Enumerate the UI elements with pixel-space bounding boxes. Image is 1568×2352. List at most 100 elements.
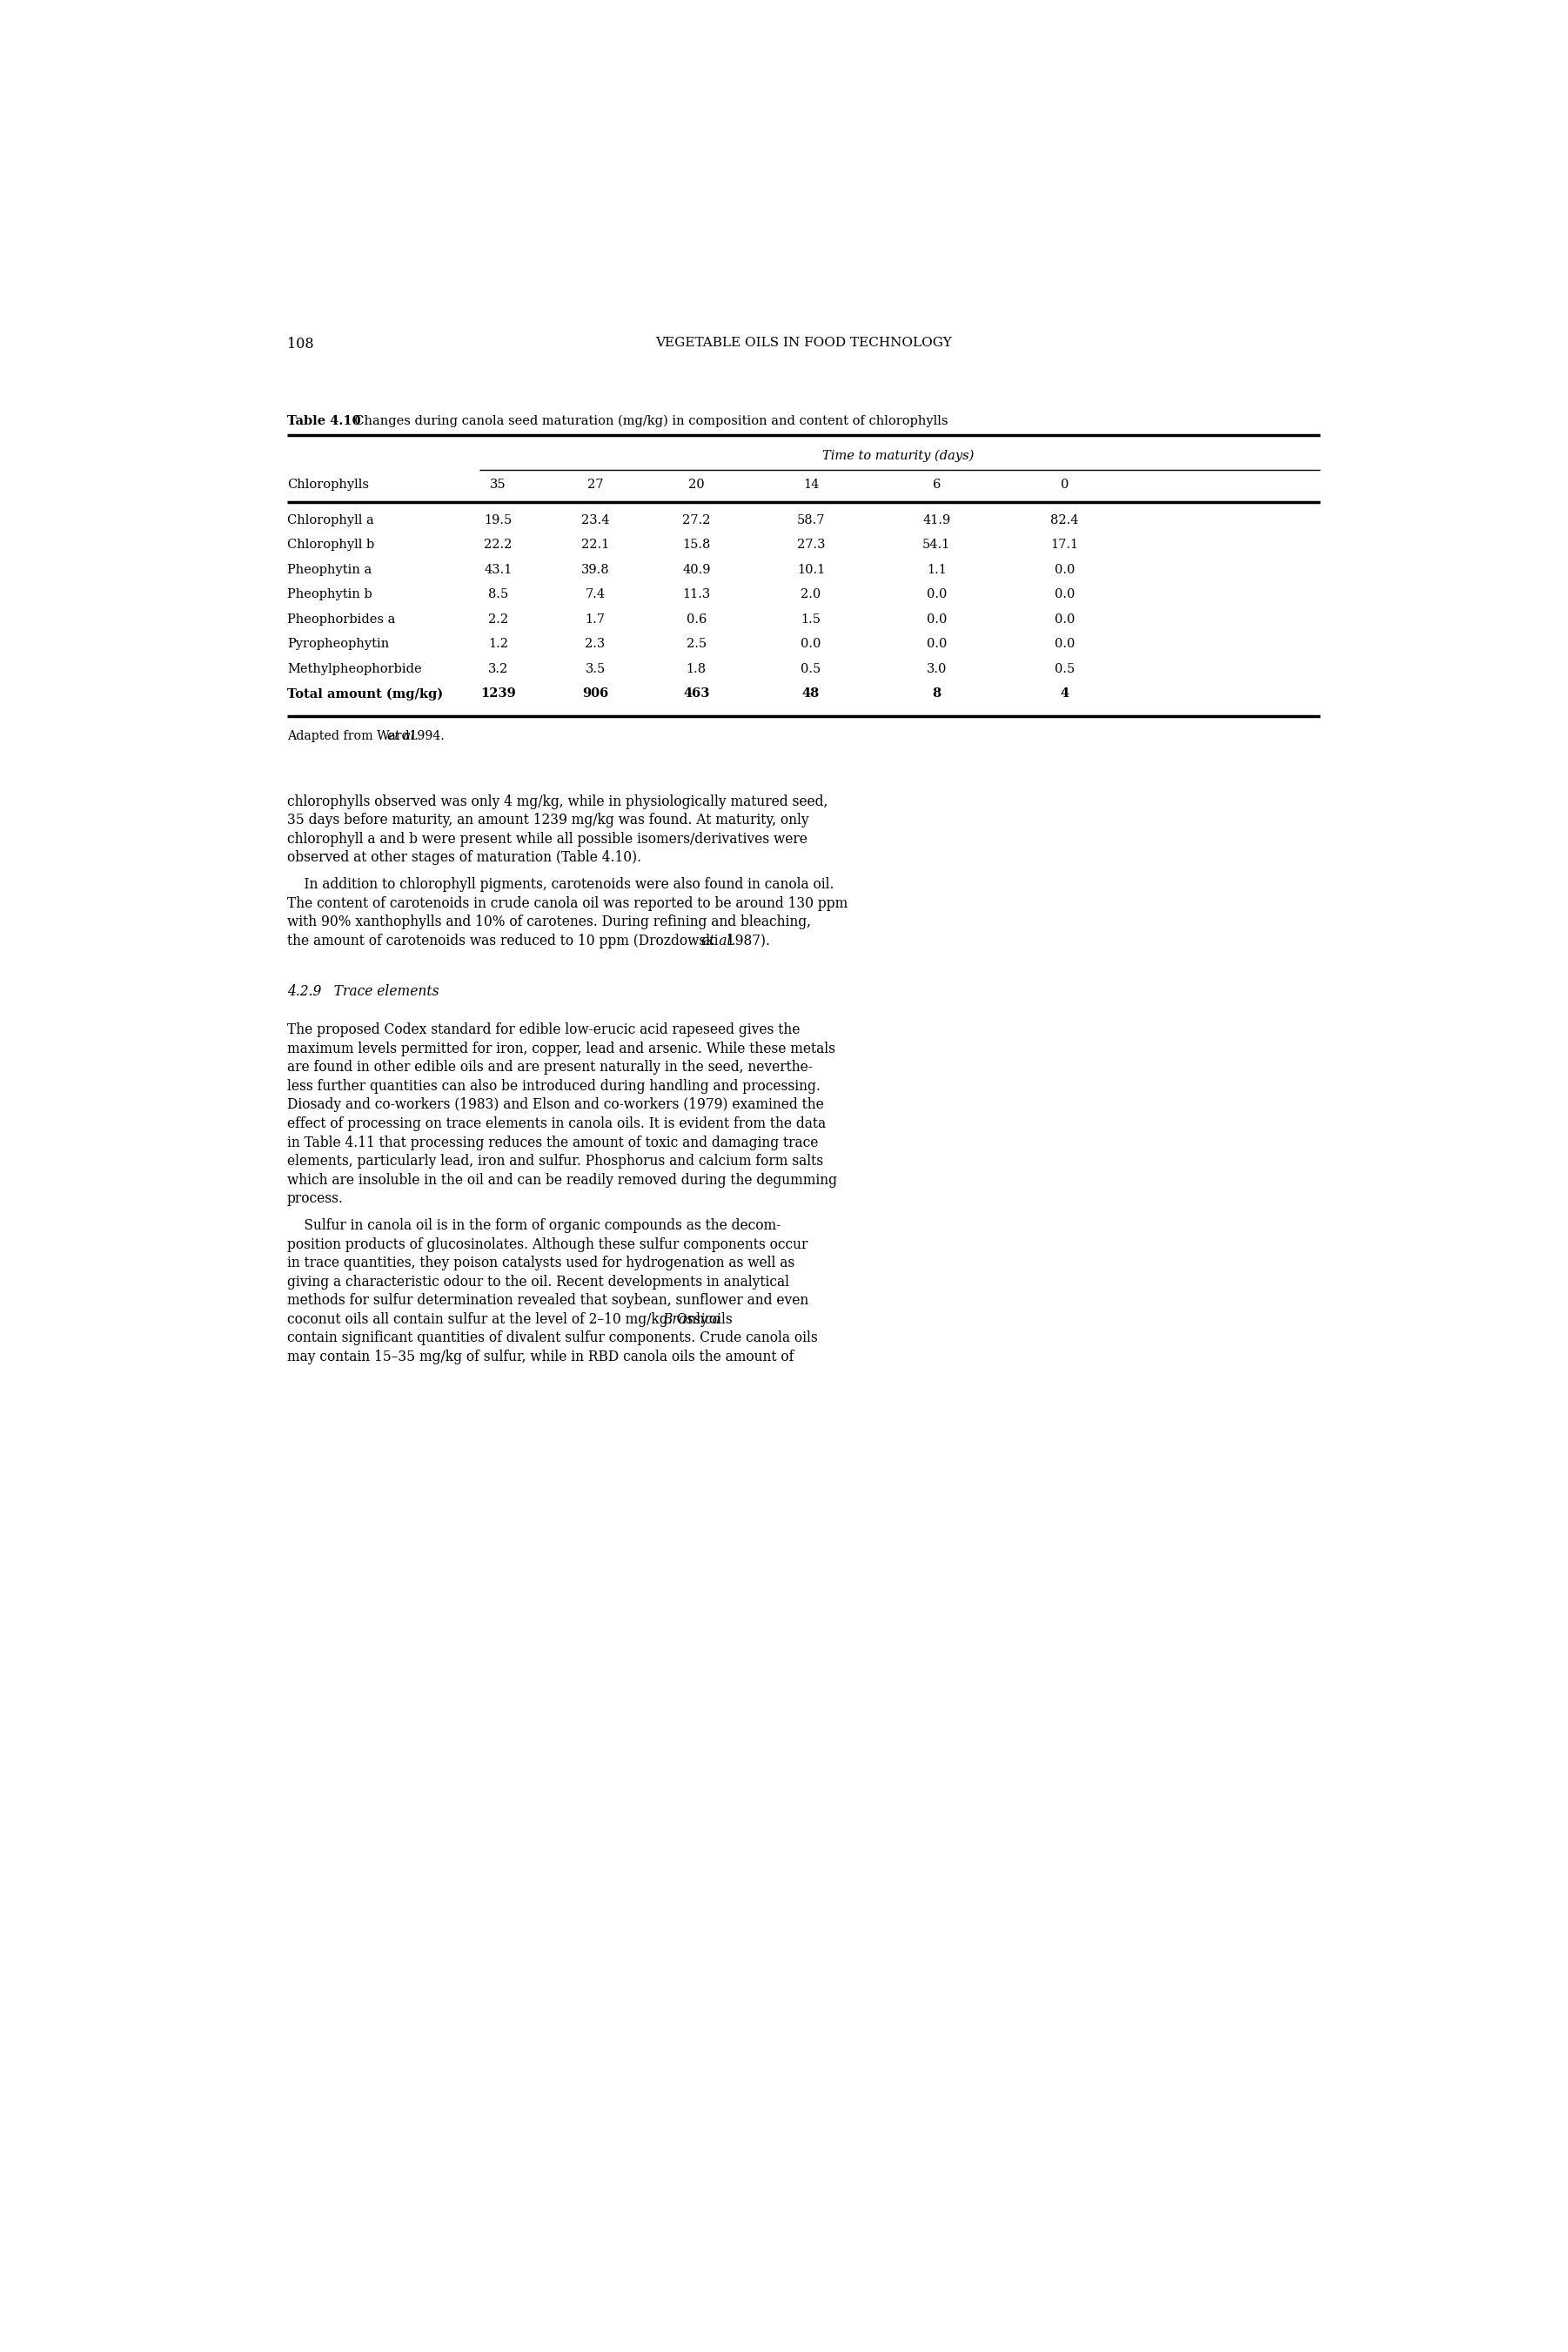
Text: 27.2: 27.2 xyxy=(682,515,710,527)
Text: 0.0: 0.0 xyxy=(927,614,947,626)
Text: 0.0: 0.0 xyxy=(1054,637,1074,649)
Text: Brassica: Brassica xyxy=(663,1312,721,1327)
Text: maximum levels permitted for iron, copper, lead and arsenic. While these metals: maximum levels permitted for iron, coppe… xyxy=(287,1042,836,1056)
Text: Trace elements: Trace elements xyxy=(321,983,439,1000)
Text: oils: oils xyxy=(706,1312,732,1327)
Text: 0.0: 0.0 xyxy=(927,588,947,600)
Text: 1.8: 1.8 xyxy=(687,663,707,675)
Text: 2.2: 2.2 xyxy=(488,614,508,626)
Text: 0.5: 0.5 xyxy=(801,663,822,675)
Text: Diosady and co-workers (1983) and Elson and co-workers (1979) examined the: Diosady and co-workers (1983) and Elson … xyxy=(287,1098,823,1112)
Text: 0.0: 0.0 xyxy=(801,637,822,649)
Text: 0.0: 0.0 xyxy=(1054,614,1074,626)
Text: in trace quantities, they poison catalysts used for hydrogenation as well as: in trace quantities, they poison catalys… xyxy=(287,1256,795,1270)
Text: 108: 108 xyxy=(287,336,314,353)
Text: Total amount (mg/kg): Total amount (mg/kg) xyxy=(287,687,442,701)
Text: 48: 48 xyxy=(803,687,820,701)
Text: 41.9: 41.9 xyxy=(922,515,950,527)
Text: 2.0: 2.0 xyxy=(801,588,822,600)
Text: 3.2: 3.2 xyxy=(488,663,508,675)
Text: 6: 6 xyxy=(933,477,941,492)
Text: giving a characteristic odour to the oil. Recent developments in analytical: giving a characteristic odour to the oil… xyxy=(287,1275,789,1289)
Text: 35: 35 xyxy=(491,477,506,492)
Text: 0.0: 0.0 xyxy=(1054,564,1074,576)
Text: which are insoluble in the oil and can be readily removed during the degumming: which are insoluble in the oil and can b… xyxy=(287,1174,837,1188)
Text: 1.5: 1.5 xyxy=(801,614,822,626)
Text: 54.1: 54.1 xyxy=(922,539,950,550)
Text: Chlorophylls: Chlorophylls xyxy=(287,477,368,492)
Text: less further quantities can also be introduced during handling and processing.: less further quantities can also be intr… xyxy=(287,1080,820,1094)
Text: 3.5: 3.5 xyxy=(585,663,605,675)
Text: 1.1: 1.1 xyxy=(927,564,947,576)
Text: 22.1: 22.1 xyxy=(582,539,610,550)
Text: process.: process. xyxy=(287,1192,343,1207)
Text: elements, particularly lead, iron and sulfur. Phosphorus and calcium form salts: elements, particularly lead, iron and su… xyxy=(287,1155,823,1169)
Text: may contain 15–35 mg/kg of sulfur, while in RBD canola oils the amount of: may contain 15–35 mg/kg of sulfur, while… xyxy=(287,1350,793,1364)
Text: 3.0: 3.0 xyxy=(927,663,947,675)
Text: 0.6: 0.6 xyxy=(687,614,707,626)
Text: 40.9: 40.9 xyxy=(682,564,710,576)
Text: et al.: et al. xyxy=(387,731,419,743)
Text: in Table 4.11 that processing reduces the amount of toxic and damaging trace: in Table 4.11 that processing reduces th… xyxy=(287,1136,818,1150)
Text: 8: 8 xyxy=(931,687,941,701)
Text: The content of carotenoids in crude canola oil was reported to be around 130 ppm: The content of carotenoids in crude cano… xyxy=(287,896,848,910)
Text: 10.1: 10.1 xyxy=(797,564,825,576)
Text: Sulfur in canola oil is in the form of organic compounds as the decom-: Sulfur in canola oil is in the form of o… xyxy=(287,1218,781,1232)
Text: 4: 4 xyxy=(1060,687,1069,701)
Text: 4.2.9: 4.2.9 xyxy=(287,983,321,1000)
Text: 82.4: 82.4 xyxy=(1051,515,1079,527)
Text: 17.1: 17.1 xyxy=(1051,539,1079,550)
Text: 1239: 1239 xyxy=(480,687,516,701)
Text: with 90% xanthophylls and 10% of carotenes. During refining and bleaching,: with 90% xanthophylls and 10% of caroten… xyxy=(287,915,811,929)
Text: Time to maturity (days): Time to maturity (days) xyxy=(822,449,974,463)
Text: contain significant quantities of divalent sulfur components. Crude canola oils: contain significant quantities of divale… xyxy=(287,1331,817,1345)
Text: effect of processing on trace elements in canola oils. It is evident from the da: effect of processing on trace elements i… xyxy=(287,1117,826,1131)
Text: 58.7: 58.7 xyxy=(797,515,825,527)
Text: Adapted from Ward: Adapted from Ward xyxy=(287,731,414,743)
Text: Pheophytin b: Pheophytin b xyxy=(287,588,372,600)
Text: 0: 0 xyxy=(1060,477,1069,492)
Text: 906: 906 xyxy=(582,687,608,701)
Text: methods for sulfur determination revealed that soybean, sunflower and even: methods for sulfur determination reveale… xyxy=(287,1294,809,1308)
Text: 19.5: 19.5 xyxy=(485,515,513,527)
Text: 27: 27 xyxy=(586,477,604,492)
Text: are found in other edible oils and are present naturally in the seed, neverthe-: are found in other edible oils and are p… xyxy=(287,1061,812,1075)
Text: 35 days before maturity, an amount 1239 mg/kg was found. At maturity, only: 35 days before maturity, an amount 1239 … xyxy=(287,814,809,828)
Text: Pyropheophytin: Pyropheophytin xyxy=(287,637,389,649)
Text: 2.5: 2.5 xyxy=(687,637,707,649)
Text: 23.4: 23.4 xyxy=(582,515,610,527)
Text: et al.: et al. xyxy=(701,934,735,948)
Text: 15.8: 15.8 xyxy=(682,539,710,550)
Text: In addition to chlorophyll pigments, carotenoids were also found in canola oil.: In addition to chlorophyll pigments, car… xyxy=(287,877,834,891)
Text: 39.8: 39.8 xyxy=(582,564,610,576)
Text: 22.2: 22.2 xyxy=(485,539,513,550)
Text: 0.0: 0.0 xyxy=(1054,588,1074,600)
Text: The proposed Codex standard for edible low-erucic acid rapeseed gives the: The proposed Codex standard for edible l… xyxy=(287,1023,800,1037)
Text: observed at other stages of maturation (Table 4.10).: observed at other stages of maturation (… xyxy=(287,851,641,866)
Text: coconut oils all contain sulfur at the level of 2–10 mg/kg. Only: coconut oils all contain sulfur at the l… xyxy=(287,1312,712,1327)
Text: Pheophytin a: Pheophytin a xyxy=(287,564,372,576)
Text: 14: 14 xyxy=(803,477,818,492)
Text: Chlorophyll a: Chlorophyll a xyxy=(287,515,373,527)
Text: VEGETABLE OILS IN FOOD TECHNOLOGY: VEGETABLE OILS IN FOOD TECHNOLOGY xyxy=(655,336,952,350)
Text: 27.3: 27.3 xyxy=(797,539,825,550)
Text: 1.2: 1.2 xyxy=(488,637,508,649)
Text: 463: 463 xyxy=(684,687,710,701)
Text: Changes during canola seed maturation (mg/kg) in composition and content of chlo: Changes during canola seed maturation (m… xyxy=(347,414,949,428)
Text: Chlorophyll b: Chlorophyll b xyxy=(287,539,375,550)
Text: 2.3: 2.3 xyxy=(585,637,605,649)
Text: the amount of carotenoids was reduced to 10 ppm (Drozdowski: the amount of carotenoids was reduced to… xyxy=(287,934,723,948)
Text: position products of glucosinolates. Although these sulfur components occur: position products of glucosinolates. Alt… xyxy=(287,1237,808,1251)
Text: Pheophorbides a: Pheophorbides a xyxy=(287,614,395,626)
Text: Methylpheophorbide: Methylpheophorbide xyxy=(287,663,422,675)
Text: chlorophyll a and b were present while all possible isomers/derivatives were: chlorophyll a and b were present while a… xyxy=(287,833,808,847)
Text: 0.5: 0.5 xyxy=(1054,663,1074,675)
Text: 1.7: 1.7 xyxy=(585,614,605,626)
Text: 1994.: 1994. xyxy=(406,731,445,743)
Text: 20: 20 xyxy=(688,477,704,492)
Text: 11.3: 11.3 xyxy=(682,588,710,600)
Text: 43.1: 43.1 xyxy=(485,564,513,576)
Text: chlorophylls observed was only 4 mg/kg, while in physiologically matured seed,: chlorophylls observed was only 4 mg/kg, … xyxy=(287,795,828,809)
Text: 0.0: 0.0 xyxy=(927,637,947,649)
Text: Table 4.10: Table 4.10 xyxy=(287,414,361,428)
